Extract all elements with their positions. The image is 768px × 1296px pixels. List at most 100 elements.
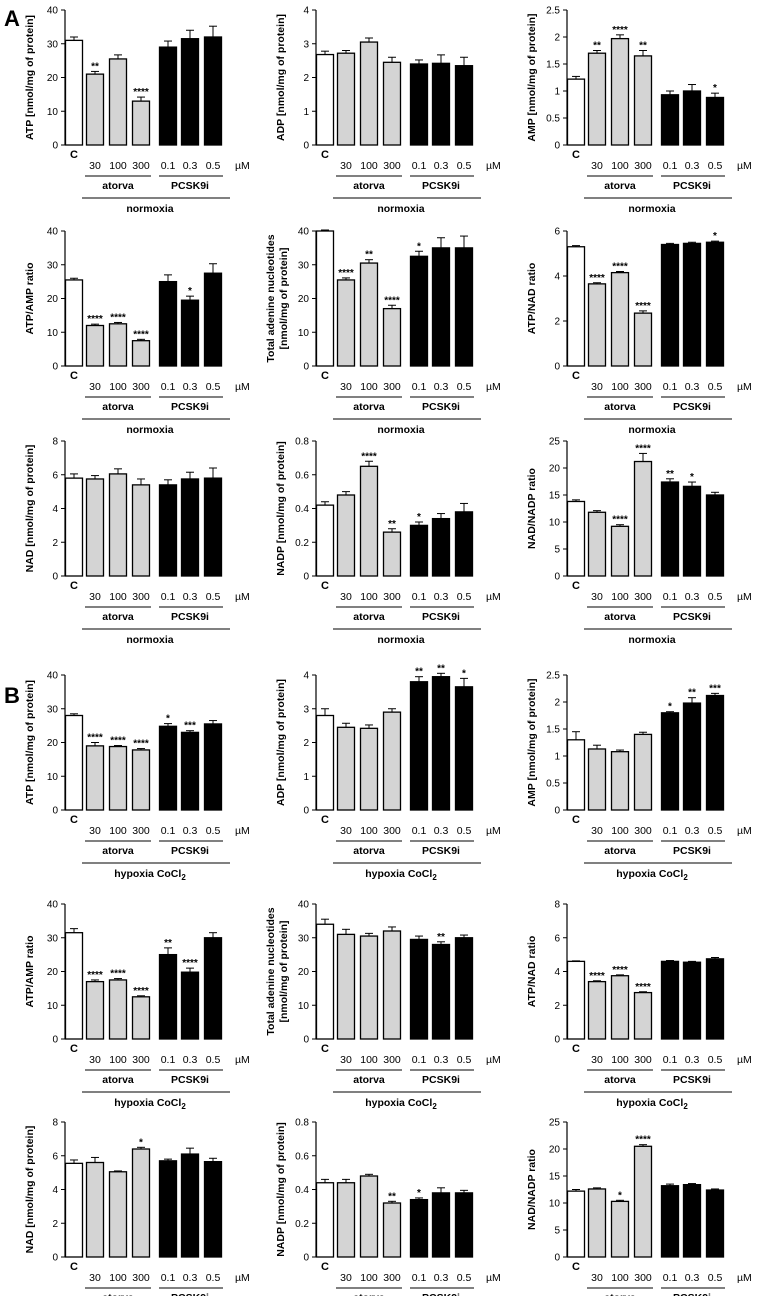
y-tick-label: 0: [52, 572, 58, 583]
bar-0.1: [158, 46, 178, 146]
x-tick-label: 30: [591, 160, 603, 172]
y-tick-label: 0: [303, 806, 309, 817]
y-tick-label: 30: [298, 933, 310, 944]
x-tick-label: 30: [340, 381, 352, 393]
x-tick-label: 0.1: [412, 1272, 427, 1284]
y-axis-label: ATP/NAD ratio: [526, 263, 538, 335]
bar-100: [610, 751, 630, 811]
y-tick-label: 0: [52, 1035, 58, 1046]
y-tick-label: 2: [554, 33, 560, 44]
bar-300: [131, 484, 151, 577]
x-tick-label: 100: [109, 591, 127, 603]
x-tick-label: 0.5: [708, 591, 723, 603]
x-tick-label: 300: [634, 160, 652, 172]
x-tick-label-control: C: [572, 370, 580, 382]
bar-100: [108, 1171, 128, 1258]
x-tick-label: 30: [591, 1054, 603, 1066]
condition-label: normoxia: [628, 203, 675, 215]
bar-100: [359, 935, 379, 1040]
y-tick-label: 0.8: [295, 1118, 309, 1129]
y-tick-label: 3: [303, 704, 309, 715]
bar-100: [359, 1175, 379, 1258]
y-axis-label: [nmol/mg of protein]: [278, 247, 290, 349]
group-label-atorva: atorva: [353, 1292, 385, 1296]
condition-subscript: 2: [683, 1102, 688, 1111]
bar-0.1: [158, 1160, 178, 1258]
y-tick-label: 40: [47, 900, 59, 911]
x-tick-label: 0.3: [183, 591, 198, 603]
bar-300: [633, 460, 653, 577]
x-tick-label: 30: [591, 381, 603, 393]
y-tick-label: 1: [554, 87, 560, 98]
y-tick-label: 0.4: [295, 1185, 309, 1196]
significance-marker: ****: [612, 25, 628, 36]
significance-marker: ****: [110, 736, 126, 747]
group-label-atorva: atorva: [604, 401, 636, 413]
group-label-pcsk9i: PCSK9i: [673, 1074, 711, 1086]
bar-C: [315, 53, 335, 146]
bar-C: [566, 960, 586, 1040]
bar-100: [359, 727, 379, 811]
x-tick-label: 300: [132, 160, 150, 172]
bar-300: [131, 100, 151, 146]
condition-subscript: 2: [181, 873, 186, 882]
significance-marker: *: [417, 512, 421, 523]
group-label-atorva: atorva: [102, 401, 134, 413]
x-tick-label: 0.1: [412, 591, 427, 603]
x-tick-label: 0.3: [685, 1054, 700, 1066]
unit-label: µM: [235, 1272, 250, 1284]
y-axis-label: ATP/AMP ratio: [24, 263, 36, 335]
bar-C: [315, 230, 335, 367]
bar-0.3: [180, 478, 200, 577]
x-tick-label: 100: [360, 591, 378, 603]
bar-100: [108, 745, 128, 811]
significance-marker: **: [688, 688, 696, 699]
bar-0.5: [454, 511, 474, 577]
x-tick-label-control: C: [572, 814, 580, 826]
bar-0.1: [660, 481, 680, 577]
significance-marker: ****: [612, 515, 628, 526]
bar-300: [633, 55, 653, 146]
y-axis-label: [nmol/mg of protein]: [278, 920, 290, 1022]
y-tick-label: 6: [52, 1151, 58, 1162]
y-tick-label: 0: [303, 141, 309, 152]
x-tick-label-control: C: [321, 149, 329, 161]
x-tick-label: 0.1: [663, 825, 678, 837]
x-tick-label: 0.1: [663, 160, 678, 172]
bar-C: [566, 500, 586, 577]
x-tick-label: 100: [611, 160, 629, 172]
significance-marker: ****: [133, 739, 149, 750]
x-tick-label-control: C: [572, 1043, 580, 1055]
significance-marker: *: [139, 1137, 143, 1148]
y-tick-label: 1.5: [546, 725, 560, 736]
significance-marker: **: [388, 519, 396, 530]
y-tick-label: 1: [554, 752, 560, 763]
bar-0.5: [203, 1161, 223, 1258]
y-tick-label: 6: [52, 470, 58, 481]
chart-b-nad: 0 2 4 6 8 NAD [nmol/mg of protein] * C 30 100 300 0…: [24, 1118, 250, 1296]
bar-300: [382, 531, 402, 577]
significance-marker: ****: [384, 295, 400, 306]
group-label-pcsk9i: PCSK9i: [171, 180, 209, 192]
y-tick-label: 0: [554, 141, 560, 152]
y-tick-label: 6: [554, 933, 560, 944]
x-tick-label: 100: [360, 825, 378, 837]
significance-marker: ****: [635, 301, 651, 312]
x-tick-label: 0.1: [161, 381, 176, 393]
bar-0.3: [180, 299, 200, 367]
significance-marker: **: [593, 41, 601, 52]
y-axis-label: ATP/AMP ratio: [24, 936, 36, 1008]
significance-marker: *: [417, 1188, 421, 1199]
y-tick-label: 1: [303, 772, 309, 783]
x-tick-label-control: C: [70, 580, 78, 592]
bar-300: [382, 307, 402, 367]
y-tick-label: 4: [52, 504, 58, 515]
y-tick-label: 2: [52, 538, 58, 549]
x-tick-label: 0.1: [412, 381, 427, 393]
bar-0.1: [660, 712, 680, 811]
y-tick-label: 10: [549, 518, 561, 529]
bar-C: [566, 739, 586, 811]
bar-30: [85, 1161, 105, 1258]
x-tick-label: 0.5: [206, 1054, 221, 1066]
